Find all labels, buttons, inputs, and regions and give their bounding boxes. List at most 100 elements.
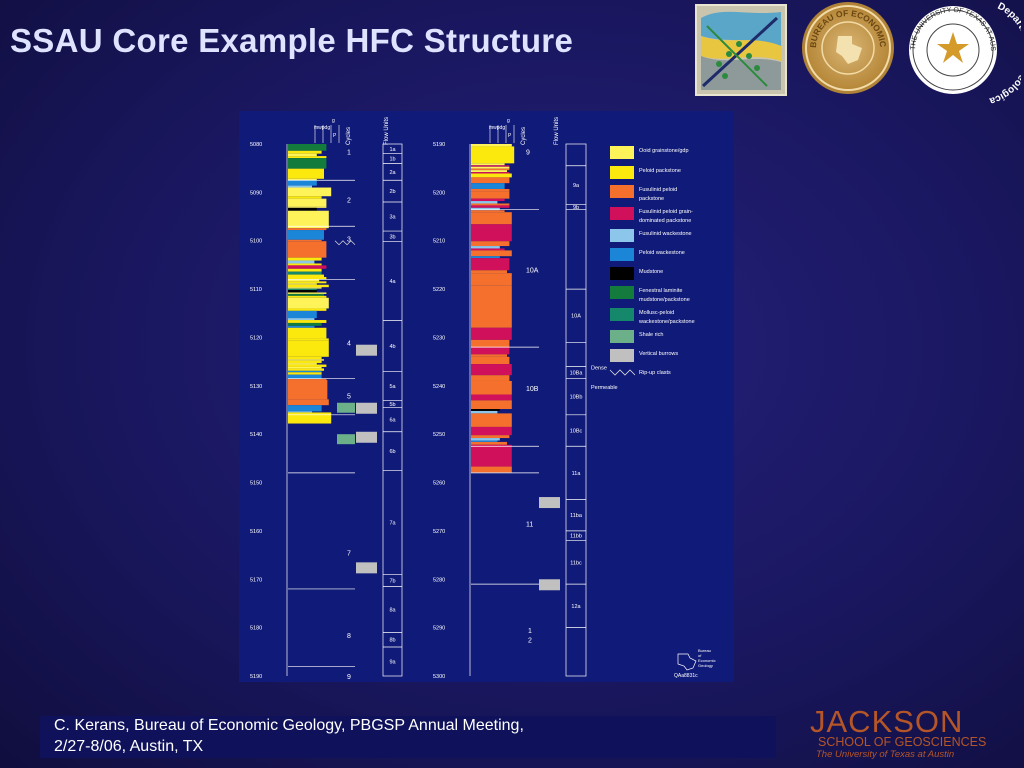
credit-text: Geology bbox=[698, 663, 713, 668]
left-depth-label: 5190 bbox=[250, 674, 262, 680]
legend-label: Fusulinid peloid grain- bbox=[639, 209, 693, 215]
right-flow-unit-label: 10A bbox=[571, 314, 581, 320]
left-bed bbox=[288, 196, 322, 199]
right-bed bbox=[471, 241, 510, 247]
slide-title: SSAU Core Example HFC Structure bbox=[10, 22, 574, 59]
right-bed bbox=[471, 246, 500, 249]
texture-header-g: g bbox=[507, 118, 510, 124]
right-bed bbox=[471, 163, 505, 166]
right-bed bbox=[471, 258, 510, 271]
left-bed bbox=[288, 356, 322, 360]
right-bed bbox=[471, 347, 510, 355]
left-flow-unit-label: 4b bbox=[389, 344, 395, 350]
caption-line-2: 2/27-8/06, Austin, TX bbox=[54, 738, 204, 755]
left-bed bbox=[288, 268, 322, 272]
right-flow-unit-label: 11bc bbox=[570, 560, 582, 566]
right-bed bbox=[471, 173, 512, 178]
left-burrow-symbol bbox=[356, 562, 377, 574]
right-flow-unit-label: 12a bbox=[571, 604, 581, 610]
left-bed bbox=[288, 284, 329, 288]
legend-label: Rip-up clasts bbox=[639, 370, 671, 376]
left-bed bbox=[288, 405, 322, 412]
right-flow-unit-label: 10Ba bbox=[570, 371, 584, 377]
left-cycle-label: 4 bbox=[347, 340, 351, 347]
flow-units-header: Flow Units bbox=[554, 117, 560, 145]
right-depth-label: 5280 bbox=[433, 577, 445, 583]
right-bed bbox=[471, 168, 510, 171]
left-bed bbox=[288, 180, 317, 186]
left-depth-label: 5110 bbox=[250, 287, 262, 293]
right-flow-unit-label: 11ba bbox=[570, 513, 583, 519]
left-bed bbox=[288, 288, 317, 291]
left-bed bbox=[288, 363, 317, 365]
left-bed bbox=[288, 297, 329, 309]
left-depth-label: 5080 bbox=[250, 142, 262, 148]
left-cycle-label: 3 bbox=[347, 236, 351, 243]
left-bed bbox=[288, 327, 327, 339]
right-depth-label: 5250 bbox=[433, 432, 445, 438]
left-flow-unit-label: 7b bbox=[389, 578, 395, 584]
right-depth-label: 5220 bbox=[433, 287, 445, 293]
left-cycle-label: 5 bbox=[347, 393, 351, 400]
left-bed bbox=[288, 308, 327, 311]
left-bed bbox=[288, 283, 317, 285]
jackson-school-text: SCHOOL OF GEOSCIENCES bbox=[818, 735, 986, 749]
right-depth-label: 5270 bbox=[433, 529, 445, 535]
figure-id: QAa8831c bbox=[674, 673, 698, 679]
legend-label: Ooid grainstone/gdp bbox=[639, 148, 689, 154]
right-bed bbox=[471, 198, 505, 202]
right-bed bbox=[471, 394, 512, 401]
left-flow-unit-label: 3b bbox=[389, 234, 395, 240]
left-bed bbox=[288, 257, 322, 261]
left-bed bbox=[288, 287, 322, 289]
texture-header-g: g bbox=[332, 118, 335, 124]
left-depth-label: 5180 bbox=[250, 626, 262, 632]
right-cycle-label: 1 bbox=[528, 628, 532, 635]
right-burrow-symbol bbox=[539, 579, 560, 591]
flow-units-header: Flow Units bbox=[384, 117, 390, 145]
left-depth-label: 5130 bbox=[250, 384, 262, 390]
legend-swatch-rip-up bbox=[609, 369, 636, 376]
right-cycle-label: 2 bbox=[528, 637, 532, 644]
right-flow-unit-label: 10Bb bbox=[570, 395, 583, 401]
legend-label: Vertical burrows bbox=[639, 351, 678, 357]
left-depth-label: 5160 bbox=[250, 529, 262, 535]
right-flow-unit-label: 9a bbox=[573, 183, 580, 189]
left-bed bbox=[288, 370, 322, 373]
right-bed bbox=[471, 285, 512, 328]
left-cycle-label: 7 bbox=[347, 551, 351, 558]
left-bed bbox=[288, 374, 322, 380]
left-flow-unit-label: 2a bbox=[389, 170, 396, 176]
left-bed bbox=[288, 379, 327, 381]
left-bed bbox=[288, 210, 329, 229]
right-depth-label: 5300 bbox=[433, 674, 445, 680]
left-flow-unit-label: 1b bbox=[389, 157, 395, 163]
beg-map-logo bbox=[695, 4, 787, 96]
left-bed bbox=[288, 399, 329, 406]
credit-text: of bbox=[698, 653, 702, 658]
right-flow-unit-label: 9b bbox=[573, 205, 579, 211]
right-bed bbox=[471, 191, 510, 199]
legend-swatch bbox=[610, 207, 634, 220]
left-flow-unit-label: 5b bbox=[389, 402, 395, 408]
left-burrow-symbol bbox=[356, 402, 377, 414]
credit-text: Economic bbox=[698, 658, 716, 663]
ut-seal-logo: THE UNIVERSITY OF TEXAS AT AUSTIN Depart… bbox=[902, 0, 1024, 106]
legend-label: Mudstone bbox=[639, 269, 663, 275]
right-bed bbox=[471, 188, 510, 192]
left-bed bbox=[288, 320, 327, 323]
right-bed bbox=[471, 250, 512, 257]
jackson-school-logo: JACKSON SCHOOL OF GEOSCIENCES The Univer… bbox=[806, 704, 1002, 760]
legend-swatch bbox=[610, 146, 634, 159]
left-burrow-symbol bbox=[356, 344, 377, 356]
legend-label: Fusulinid wackestone bbox=[639, 231, 692, 237]
right-depth-label: 5210 bbox=[433, 239, 445, 245]
beg-seal-logo: BUREAU OF ECONOMIC GEOLOGY bbox=[799, 0, 894, 94]
cycles-header: Cycles bbox=[346, 127, 352, 145]
right-bed bbox=[471, 205, 510, 208]
legend-swatch bbox=[610, 286, 634, 299]
left-flow-unit-label: 1a bbox=[389, 147, 396, 153]
legend-label: Peloid packstone bbox=[639, 168, 681, 174]
legend-swatch bbox=[610, 166, 634, 179]
